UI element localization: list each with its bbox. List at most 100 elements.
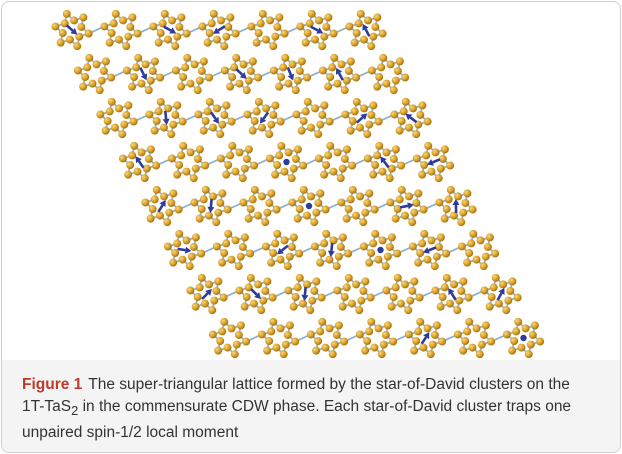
atom	[311, 36, 319, 44]
atom	[220, 42, 228, 50]
atom	[318, 318, 326, 326]
atom	[228, 142, 236, 150]
atom	[213, 242, 221, 250]
atom	[431, 331, 439, 339]
atom	[363, 337, 371, 345]
atom	[277, 73, 285, 81]
atom	[499, 280, 507, 288]
atom	[386, 174, 394, 182]
atom	[149, 67, 157, 75]
atom	[306, 306, 314, 314]
atom	[232, 236, 240, 244]
atom	[330, 54, 338, 62]
atom	[173, 101, 181, 109]
atom	[360, 36, 368, 44]
atom	[340, 338, 348, 346]
atom	[213, 36, 221, 44]
atom	[308, 10, 316, 18]
atom	[227, 256, 235, 264]
atom	[235, 80, 243, 88]
atom	[128, 151, 136, 159]
atom	[416, 111, 424, 119]
atom	[269, 318, 277, 326]
atom	[337, 198, 345, 206]
atom	[339, 303, 347, 311]
atom	[122, 111, 130, 119]
atom	[151, 127, 159, 135]
atom	[495, 300, 503, 308]
atom	[420, 161, 428, 169]
atom	[202, 186, 210, 194]
atom	[164, 36, 172, 44]
atom	[410, 209, 418, 217]
atom	[324, 83, 332, 91]
atom	[231, 168, 239, 176]
atom	[288, 198, 296, 206]
atom	[459, 347, 467, 355]
atom	[437, 303, 445, 311]
atom	[241, 233, 249, 241]
atom	[405, 330, 413, 338]
atom	[255, 29, 263, 37]
atom	[81, 73, 89, 81]
atom	[130, 73, 138, 81]
atom	[412, 337, 420, 345]
atom	[388, 233, 396, 241]
atom	[478, 341, 486, 349]
atom	[401, 74, 409, 82]
atom	[437, 165, 445, 173]
spin-dot	[520, 335, 526, 341]
atom	[476, 350, 484, 358]
atom	[123, 66, 131, 74]
atom	[341, 86, 349, 94]
atom	[217, 16, 225, 24]
atom	[326, 73, 334, 81]
atom	[352, 74, 360, 82]
atom	[253, 107, 261, 115]
atom	[198, 67, 206, 75]
atom	[220, 249, 228, 257]
atom	[194, 110, 202, 118]
atom	[394, 274, 402, 282]
atom	[463, 327, 471, 335]
atom	[398, 117, 406, 125]
atom	[361, 209, 369, 217]
atom	[355, 306, 363, 314]
atom	[224, 206, 232, 214]
atom	[333, 80, 341, 88]
atom	[343, 77, 351, 85]
atom	[457, 287, 465, 295]
atom	[197, 250, 205, 258]
atom	[348, 300, 356, 308]
atom	[316, 121, 324, 129]
atom	[406, 297, 414, 305]
atom	[348, 162, 356, 170]
atom	[356, 330, 364, 338]
atom	[367, 42, 375, 50]
atom	[405, 124, 413, 132]
atom	[335, 253, 343, 261]
atom	[147, 215, 155, 223]
atom	[365, 327, 373, 335]
atom	[120, 121, 128, 129]
atom	[463, 259, 471, 267]
atom	[468, 344, 476, 352]
atom	[322, 161, 330, 169]
atom	[343, 145, 351, 153]
atom	[393, 250, 401, 258]
atom	[281, 30, 289, 38]
atom	[307, 330, 315, 338]
atom	[333, 331, 341, 339]
atom	[285, 148, 293, 156]
atom	[275, 13, 283, 21]
atom	[369, 101, 377, 109]
atom	[209, 192, 217, 200]
atom	[224, 23, 232, 31]
atom	[104, 117, 112, 125]
atom	[487, 338, 495, 346]
atom	[394, 67, 402, 75]
atom	[296, 274, 304, 282]
atom	[510, 337, 518, 345]
atom	[292, 86, 300, 94]
atom	[307, 124, 315, 132]
